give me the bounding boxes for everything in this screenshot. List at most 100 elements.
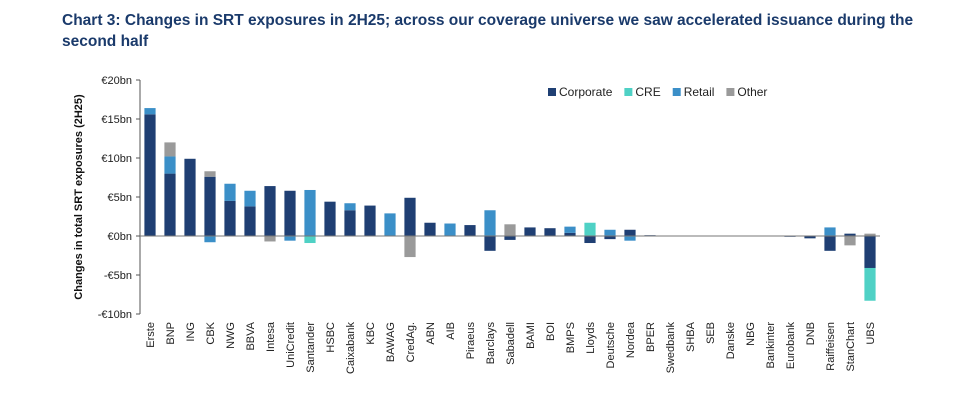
bar-retail-raiffeisen: [824, 227, 836, 236]
bar-retail-nwg: [224, 183, 236, 201]
y-tick-label: -€5bn: [104, 270, 132, 282]
x-tick-label: CredAg.: [405, 322, 417, 362]
y-axis-label: Changes in total SRT exposures (2H25): [73, 94, 85, 300]
bar-other-bnp: [164, 142, 176, 157]
bar-retail-deutsche: [604, 229, 616, 236]
y-tick-label: €20bn: [101, 75, 132, 87]
x-tick-label: BNP: [165, 322, 177, 345]
x-tick-label: SEB: [705, 322, 717, 344]
bar-corporate-bmps: [564, 232, 576, 236]
x-tick-label: Santander: [305, 322, 317, 373]
x-tick-label: UBS: [865, 322, 877, 345]
x-tick-label: Danske: [725, 322, 737, 359]
x-tick-label: Intesa: [265, 321, 277, 352]
bar-corporate-dnb: [804, 236, 816, 239]
legend-swatch-retail: [672, 88, 681, 96]
bar-retail-caixabank: [344, 203, 356, 211]
bar-corporate-unicredit: [284, 190, 296, 236]
x-tick-label: NBG: [745, 322, 757, 346]
legend-label-corporate: Corporate: [559, 85, 613, 99]
bar-retail-cbk: [204, 236, 216, 243]
y-tick-label: €0bn: [108, 231, 132, 243]
x-tick-label: Lloyds: [585, 322, 597, 354]
bar-corporate-caixabank: [344, 210, 356, 236]
x-tick-label: BMPS: [565, 322, 577, 353]
x-tick-label: NWG: [225, 322, 237, 349]
bar-corporate-credag: [404, 197, 416, 236]
bar-corporate-bami: [524, 227, 536, 236]
x-tick-label: ING: [185, 322, 197, 342]
bar-other-cbk: [204, 171, 216, 177]
x-tick-label: Erste: [145, 322, 157, 348]
bar-corporate-nordea: [624, 229, 636, 236]
x-tick-label: Deutsche: [605, 322, 617, 368]
x-tick-label: Caixabank: [345, 322, 357, 374]
x-tick-label: Raiffeisen: [825, 322, 837, 371]
bar-corporate-ubs: [864, 236, 876, 268]
x-tick-label: ABN: [425, 322, 437, 345]
legend-swatch-cre: [624, 88, 633, 96]
x-tick-label: BPER: [645, 322, 657, 352]
bar-corporate-boi: [544, 228, 556, 236]
x-tick-label: KBC: [365, 322, 377, 345]
bar-cre-santander: [304, 236, 316, 244]
x-tick-label: Nordea: [625, 321, 637, 358]
chart-title: Chart 3: Changes in SRT exposures in 2H2…: [62, 12, 914, 50]
x-tick-label: UniCredit: [285, 322, 297, 368]
x-tick-label: Piraeus: [465, 322, 477, 360]
y-tick-label: -€10bn: [98, 309, 132, 321]
bar-corporate-sabadell: [504, 236, 516, 240]
x-tick-label: CBK: [205, 321, 217, 344]
x-tick-label: DNB: [805, 322, 817, 345]
bar-corporate-stanchart: [844, 233, 856, 236]
bar-retail-aib: [444, 223, 456, 236]
bar-corporate-raiffeisen: [824, 236, 836, 251]
bar-other-credag: [404, 236, 416, 258]
x-tick-label: HSBC: [325, 322, 337, 353]
bar-corporate-deutsche: [604, 236, 616, 240]
x-tick-label: SHBA: [685, 321, 697, 352]
x-tick-label: Eurobank: [785, 322, 797, 370]
bar-corporate-abn: [424, 222, 436, 236]
y-tick-label: €10bn: [101, 153, 132, 165]
x-tick-label: Sabadell: [505, 322, 517, 365]
x-tick-label: BOI: [545, 322, 557, 341]
legend-label-other: Other: [737, 85, 767, 99]
bar-retail-bnp: [164, 156, 176, 174]
bar-retail-bmps: [564, 226, 576, 233]
x-tick-label: Bankinter: [765, 322, 777, 369]
x-axis: Erste BNP ING CBK NWG BBVA Intesa UniCredit Sant…: [140, 235, 880, 374]
bar-other-ubs: [864, 233, 876, 236]
legend-swatch-corporate: [548, 88, 556, 96]
bar-retail-erste: [144, 108, 156, 115]
bar-corporate-barclays: [484, 236, 496, 251]
bar-retail-santander: [304, 189, 316, 236]
y-tick-label: €5bn: [108, 192, 132, 204]
bar-other-intesa: [264, 236, 276, 242]
bar-other-sabadell: [504, 224, 516, 236]
bar-corporate-erste: [144, 114, 156, 236]
x-tick-label: AIB: [445, 322, 457, 340]
bar-retail-barclays: [484, 210, 496, 236]
legend-swatch-other: [726, 88, 735, 96]
y-tick-label: €15bn: [101, 114, 132, 126]
x-tick-label: Swedbank: [665, 322, 677, 374]
bar-corporate-lloyds: [584, 236, 596, 244]
x-tick-label: Barclays: [485, 322, 497, 365]
legend-label-retail: Retail: [684, 85, 715, 99]
bar-corporate-nwg: [224, 200, 236, 236]
bar-corporate-bbva: [244, 206, 256, 236]
y-axis: €20bn €15bn €10bn €5bn €0bn -€5bn -€10bn: [98, 75, 141, 321]
bar-retail-unicredit: [284, 236, 296, 241]
bar-corporate-cbk: [204, 176, 216, 236]
legend: Corporate CRE Retail Other: [548, 85, 767, 99]
bar-corporate-intesa: [264, 186, 276, 236]
bar-corporate-bnp: [164, 173, 176, 236]
bar-retail-bawag: [384, 213, 396, 236]
bar-corporate-kbc: [364, 205, 376, 236]
legend-label-cre: CRE: [635, 85, 660, 99]
bar-corporate-hsbc: [324, 201, 336, 236]
bar-cre-ubs: [864, 267, 876, 301]
bar-cre-lloyds: [584, 222, 596, 236]
